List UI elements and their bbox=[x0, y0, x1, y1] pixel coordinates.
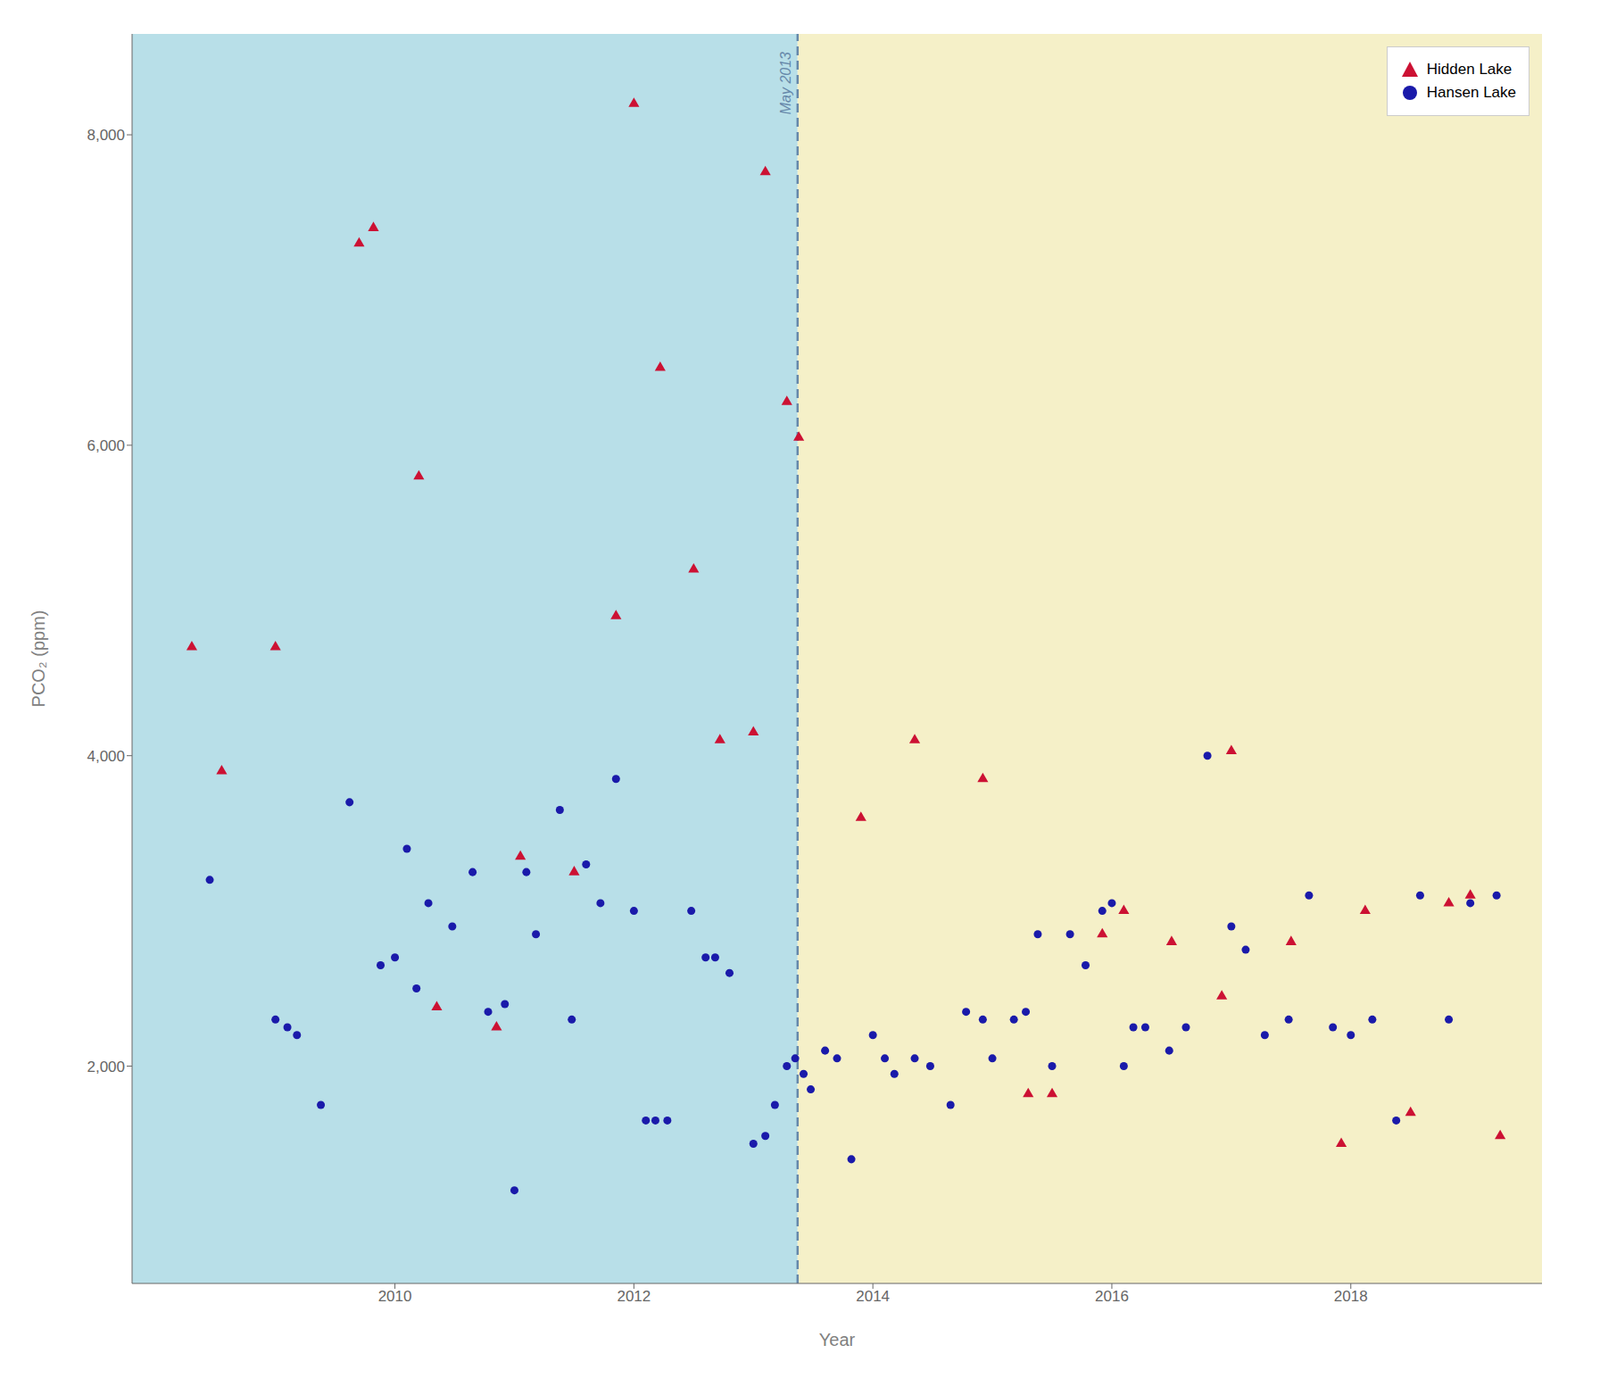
svg-text:Year: Year bbox=[819, 1329, 856, 1350]
svg-text:2014: 2014 bbox=[855, 1287, 890, 1305]
html-text:Hidden Lake: Hidden Lake bbox=[1426, 60, 1512, 78]
svg-text:2,000: 2,000 bbox=[86, 1058, 125, 1076]
svg-text:6,000: 6,000 bbox=[86, 437, 125, 455]
svg-text:2012: 2012 bbox=[616, 1287, 651, 1305]
svg-text:2016: 2016 bbox=[1094, 1287, 1129, 1305]
svg-text:2010: 2010 bbox=[378, 1287, 413, 1305]
svg-text:PCO₂ (ppm): PCO₂ (ppm) bbox=[28, 610, 49, 708]
svg-text:May 2013: May 2013 bbox=[778, 51, 794, 115]
svg-text:4,000: 4,000 bbox=[86, 747, 125, 765]
svg-text:8,000: 8,000 bbox=[86, 126, 125, 144]
html-text:Hansen Lake: Hansen Lake bbox=[1426, 83, 1517, 101]
svg-text:2018: 2018 bbox=[1334, 1287, 1368, 1305]
